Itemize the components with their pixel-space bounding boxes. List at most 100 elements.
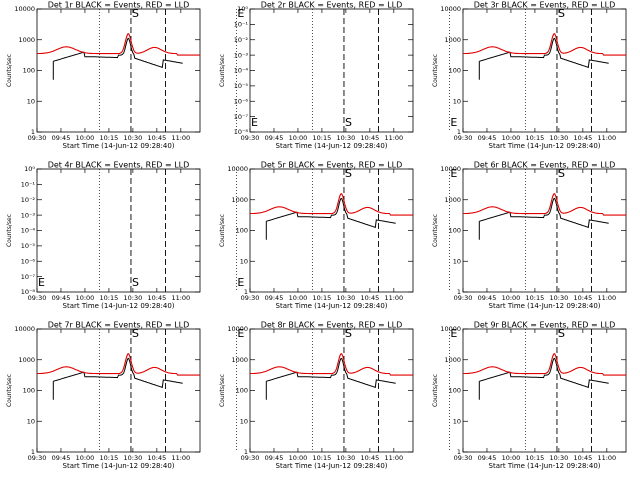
det-panel-4: Det 4r BLACK = Events, RED = LLD 09:30 09:… (6, 161, 244, 311)
y-tick-label: 10⁻³ (234, 51, 249, 59)
panel-title: Det 2r BLACK = Events, RED = LLD (261, 1, 403, 10)
end-marker-label: E (450, 116, 457, 129)
x-axis-label: Start Time (14-Jun-12 09:28:40) (489, 142, 601, 150)
panel-title: Det 5r BLACK = Events, RED = LLD (261, 161, 403, 170)
y-axis-label: Counts/sec (6, 214, 13, 247)
plot-frame (249, 168, 414, 293)
end-marker-label-left: E (38, 276, 45, 289)
y-tick-label: 10 (240, 257, 248, 265)
x-axis-label: Start Time (14-Jun-12 09:28:40) (489, 302, 601, 310)
y-tick-label: 100 (23, 387, 35, 395)
y-tick-label: 1 (457, 448, 461, 456)
x-tick-label: 09:30 (454, 294, 473, 302)
x-tick-label: 10:15 (313, 134, 332, 142)
events-curve (265, 357, 396, 400)
x-tick-label: 10:00 (502, 454, 521, 462)
y-tick-label: 100 (236, 227, 248, 235)
lld-curve (250, 193, 413, 216)
events-curve (478, 357, 609, 400)
lld-curve (463, 193, 626, 216)
x-tick-label: 10:00 (502, 294, 521, 302)
y-tick-label: 10 (453, 417, 461, 425)
y-tick-label: 1000 (444, 196, 461, 204)
y-tick-label: 10 (453, 257, 461, 265)
y-tick-label: 1 (31, 448, 35, 456)
panel-title: Det 7r BLACK = Events, RED = LLD (48, 321, 190, 330)
end-marker-label: E (450, 327, 457, 340)
x-tick-label: 09:30 (241, 454, 260, 462)
x-tick-label: 10:00 (76, 294, 95, 302)
lld-curve (250, 353, 413, 376)
x-tick-label: 10:00 (289, 294, 308, 302)
det-panel-2: Det 2r BLACK = Events, RED = LLD 09:30 09:… (219, 1, 457, 151)
x-tick-label: 10:15 (526, 134, 545, 142)
x-tick-label: 11:00 (597, 454, 616, 462)
events-curve (52, 357, 183, 400)
y-tick-label: 100 (236, 387, 248, 395)
y-tick-label: 1 (244, 288, 248, 296)
y-axis-label: Counts/sec (219, 214, 226, 247)
end-marker-label: E (237, 276, 244, 289)
y-tick-label: 10⁻⁷ (234, 113, 249, 121)
start-marker-label: S (132, 7, 139, 20)
x-tick-label: 11:00 (384, 294, 403, 302)
x-tick-label: 10:45 (573, 454, 592, 462)
x-tick-label: 10:00 (76, 134, 95, 142)
x-tick-label: 10:00 (502, 134, 521, 142)
plot-frame (36, 168, 201, 293)
x-tick-label: 09:45 (52, 454, 71, 462)
x-tick-label: 09:30 (28, 294, 47, 302)
x-tick-label: 10:45 (360, 294, 379, 302)
y-tick-label: 10⁻³ (21, 211, 36, 219)
y-tick-label: 10000 (440, 165, 461, 173)
y-tick-label: 1 (457, 128, 461, 136)
plot-frame (462, 328, 627, 453)
y-tick-label: 10⁻⁶ (21, 257, 36, 265)
x-tick-label: 10:30 (550, 294, 569, 302)
x-axis-label: Start Time (14-Jun-12 09:28:40) (63, 302, 175, 310)
y-tick-label: 10⁻² (234, 36, 249, 44)
x-tick-label: 09:45 (478, 454, 497, 462)
start-marker-label: S (558, 167, 565, 180)
y-tick-label: 1000 (231, 196, 248, 204)
y-axis-label: Counts/sec (432, 54, 439, 87)
y-tick-label: 10⁻¹ (234, 21, 249, 29)
y-tick-label: 10000 (440, 5, 461, 13)
y-tick-label: 10⁰ (24, 165, 35, 173)
start-marker-label: S (345, 167, 352, 180)
plot-frame (249, 8, 414, 133)
y-tick-label: 10⁻⁶ (234, 97, 249, 105)
x-tick-label: 09:45 (52, 294, 71, 302)
y-tick-label: 10000 (440, 325, 461, 333)
det-panel-9: Det 9r BLACK = Events, RED = LLD 09:30 09:… (432, 321, 627, 470)
y-tick-label: 100 (23, 67, 35, 75)
lld-curve (37, 33, 200, 56)
end-marker-label: E (450, 167, 457, 180)
panel-title: Det 8r BLACK = Events, RED = LLD (261, 321, 403, 330)
y-axis-label: Counts/sec (6, 374, 13, 407)
x-tick-label: 09:30 (28, 454, 47, 462)
x-tick-label: 10:45 (573, 134, 592, 142)
events-curve (52, 37, 183, 80)
x-tick-label: 10:45 (147, 294, 166, 302)
det-panel-8: Det 8r BLACK = Events, RED = LLD 09:30 09:… (219, 321, 457, 471)
events-curve (478, 197, 609, 240)
x-tick-label: 09:45 (265, 134, 284, 142)
y-tick-label: 10⁻⁵ (234, 82, 249, 90)
y-tick-label: 1 (244, 448, 248, 456)
y-tick-label: 10⁻⁴ (21, 227, 36, 235)
start-marker-label: S (558, 327, 565, 340)
y-tick-label: 1000 (231, 356, 248, 364)
x-tick-label: 10:15 (100, 454, 119, 462)
y-tick-label: 10⁰ (237, 5, 248, 13)
x-tick-label: 11:00 (597, 134, 616, 142)
x-tick-label: 10:30 (550, 454, 569, 462)
x-tick-label: 10:15 (313, 454, 332, 462)
panel-title: Det 3r BLACK = Events, RED = LLD (474, 1, 616, 10)
y-tick-label: 10⁻² (21, 196, 36, 204)
events-curve (478, 37, 609, 80)
x-tick-label: 09:45 (478, 294, 497, 302)
x-tick-label: 10:00 (289, 454, 308, 462)
y-tick-label: 1000 (18, 36, 35, 44)
x-tick-label: 09:45 (265, 294, 284, 302)
